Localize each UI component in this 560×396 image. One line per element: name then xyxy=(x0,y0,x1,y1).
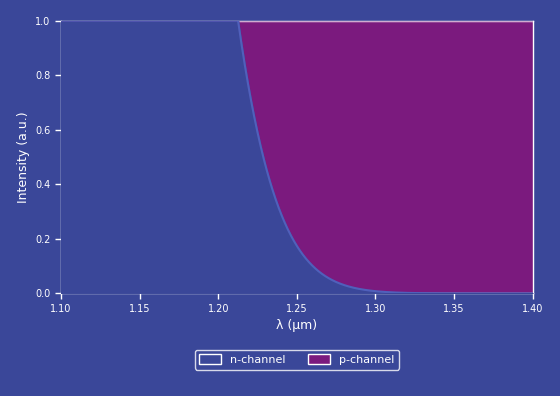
Y-axis label: Intensity (a.u.): Intensity (a.u.) xyxy=(17,111,30,203)
X-axis label: λ (µm): λ (µm) xyxy=(276,320,318,332)
Legend: n-channel, p-channel: n-channel, p-channel xyxy=(195,350,399,370)
